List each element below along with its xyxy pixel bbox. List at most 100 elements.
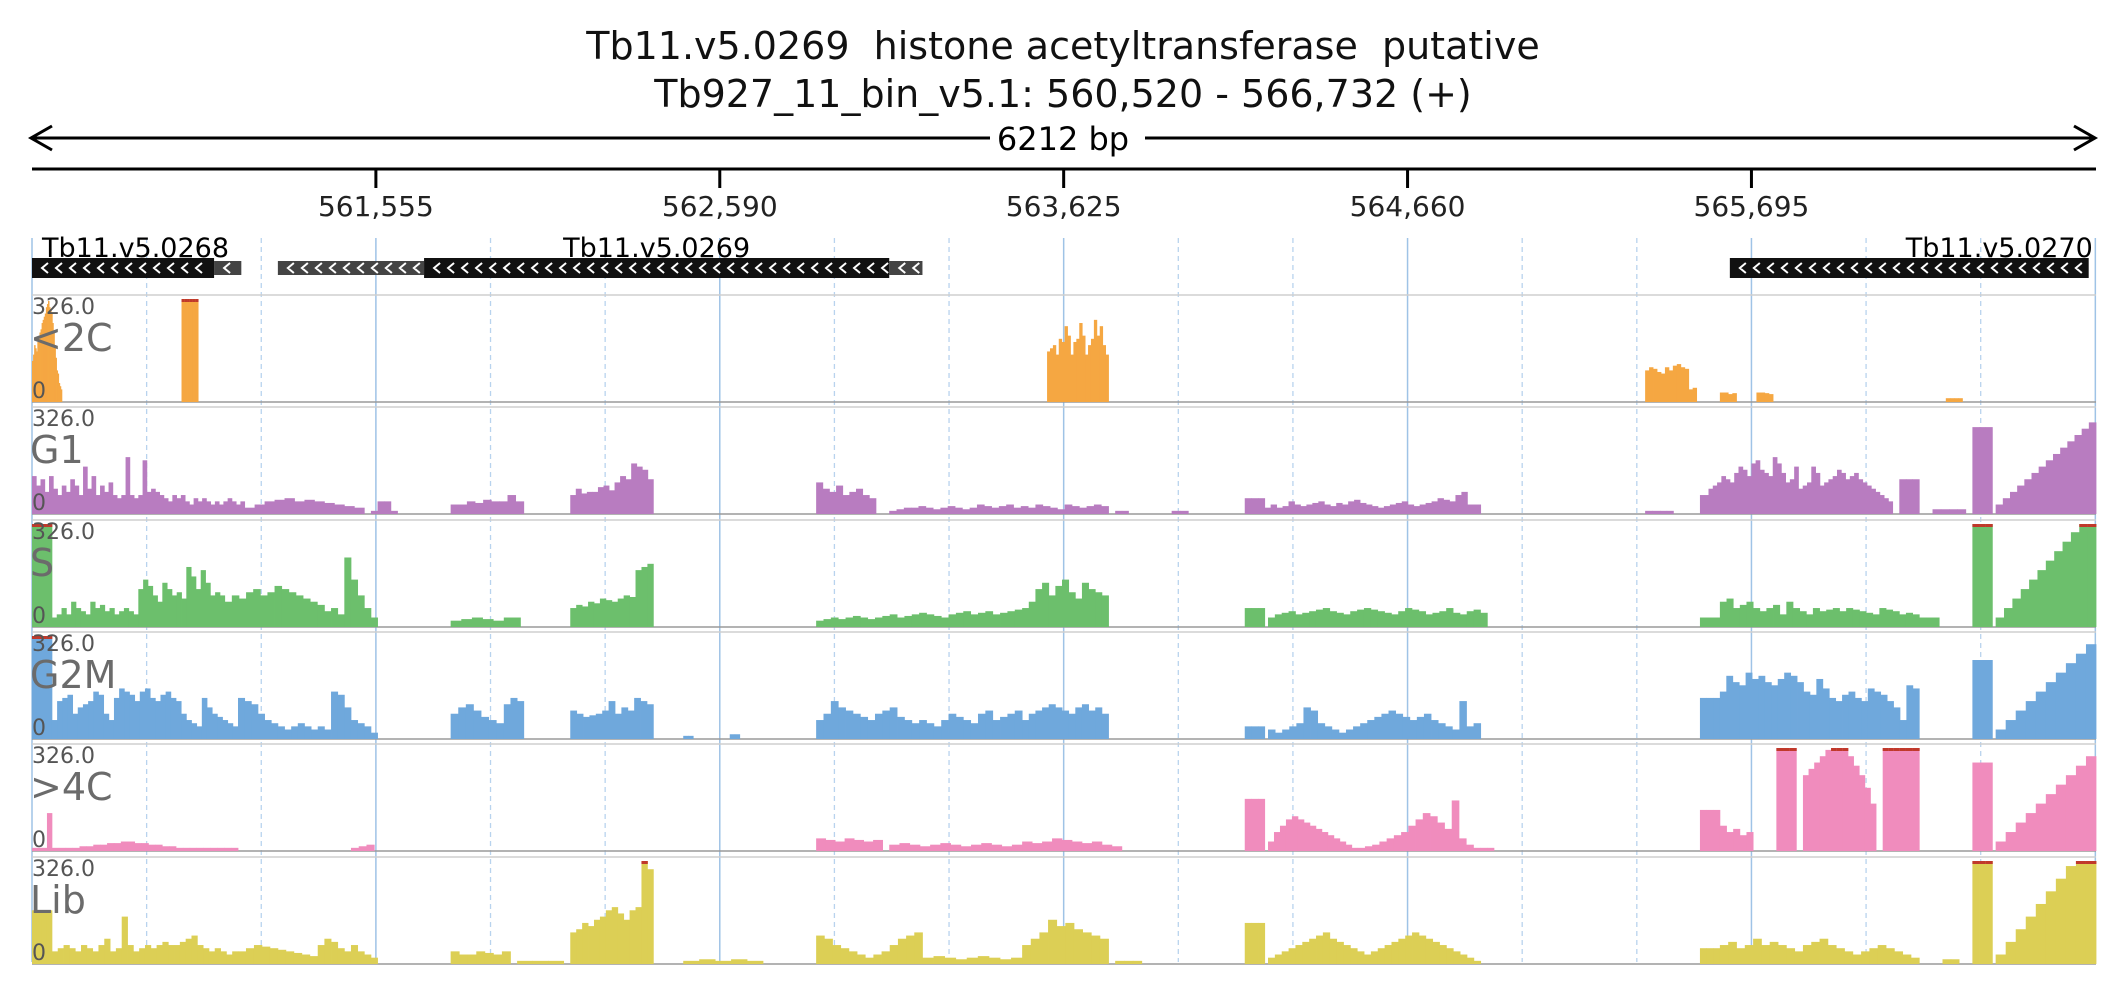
coverage-bar	[941, 720, 949, 739]
coverage-bar	[593, 603, 601, 627]
coverage-bar	[991, 844, 1003, 851]
coverage-bar	[1264, 507, 1272, 514]
coverage-bar	[1425, 938, 1434, 964]
clipped-marker	[1979, 861, 1987, 864]
coverage-bar	[1451, 800, 1460, 851]
coverage-bar	[1949, 509, 1958, 514]
coverage-bar	[922, 957, 934, 964]
coverage-bar	[715, 960, 732, 964]
coverage-bar	[1657, 371, 1662, 402]
coverage-bar	[114, 614, 120, 627]
coverage-bar	[93, 844, 101, 851]
coverage-bar	[129, 694, 136, 739]
coverage-bar	[1115, 960, 1125, 964]
coverage-bar	[1370, 609, 1379, 627]
coverage-bar	[1794, 951, 1804, 964]
coverage-bar	[210, 595, 216, 627]
coverage-bar	[284, 498, 295, 514]
coverage-bar	[1439, 945, 1447, 964]
coverage-bar	[1315, 609, 1324, 627]
coverage-bar	[337, 694, 345, 739]
coverage-bar	[1393, 835, 1402, 851]
coverage-bar	[284, 729, 292, 739]
coverage-bar	[1859, 775, 1866, 851]
clipped-marker	[1972, 524, 1980, 527]
coverage-bar	[215, 592, 221, 627]
coverage-bar	[2031, 472, 2040, 514]
coverage-bar	[1324, 504, 1331, 514]
x-tick-label: 561,555	[318, 190, 434, 223]
coverage-bar	[1852, 954, 1862, 964]
coverage-bar	[138, 495, 143, 514]
coverage-bar	[1431, 501, 1438, 514]
coverage-bar	[586, 491, 593, 514]
coverage-bar	[1055, 354, 1060, 402]
clipped-marker	[1905, 748, 1913, 751]
coverage-bar	[181, 299, 185, 402]
coverage-bar	[1726, 675, 1734, 739]
clipped-marker	[1985, 524, 1993, 527]
coverage-bar	[66, 614, 72, 627]
coverage-bar	[1035, 589, 1043, 627]
coverage-bar	[95, 495, 101, 514]
coverage-bar	[1798, 488, 1804, 514]
coverage-bar	[350, 579, 359, 627]
coverage-bar	[1906, 685, 1914, 739]
coverage-bar	[515, 501, 525, 514]
coverage-bar	[1789, 748, 1797, 851]
coverage-bar	[49, 476, 54, 514]
coverage-bar	[36, 910, 43, 964]
coverage-bar	[310, 601, 318, 627]
coverage-bar	[56, 614, 62, 627]
coverage-bar	[304, 726, 312, 739]
coverage-bar	[1905, 748, 1913, 851]
coverage-bar	[208, 951, 216, 964]
coverage-bar	[1824, 482, 1829, 514]
coverage-track: 326.0 0 Lib	[30, 856, 2097, 966]
coverage-bar	[856, 488, 864, 514]
coverage-bar	[78, 495, 84, 514]
coverage-bar	[246, 592, 254, 627]
coverage-bar	[1099, 326, 1104, 402]
coverage-bar	[2045, 460, 2054, 514]
coverage-bar	[1268, 957, 1276, 964]
coverage-bar	[1972, 861, 1980, 964]
coverage-bar	[548, 960, 565, 964]
coverage-bar	[1879, 608, 1887, 627]
coverage-bar	[860, 716, 869, 739]
coverage-bar	[2062, 541, 2072, 627]
coverage-bar	[940, 507, 949, 514]
coverage-bar	[1786, 948, 1796, 964]
coverage-bar	[503, 617, 513, 627]
coverage-bar	[121, 916, 128, 964]
coverage-bar	[70, 479, 75, 514]
coverage-bar	[1842, 748, 1849, 851]
coverage-bar	[970, 723, 979, 739]
coverage-bar	[2054, 551, 2063, 627]
coverage-bar	[1744, 945, 1754, 964]
coverage-bar	[1052, 838, 1063, 851]
coverage-bar	[41, 524, 48, 627]
clipped-marker	[1836, 748, 1843, 751]
coverage-bar	[1244, 498, 1252, 514]
coverage-bar	[493, 620, 505, 627]
coverage-bar	[1011, 957, 1023, 964]
clipped-marker	[1985, 861, 1993, 864]
coverage-bar	[2024, 479, 2032, 514]
coverage-bar	[734, 734, 741, 739]
coverage-bar	[1771, 685, 1779, 739]
coverage-bar	[2002, 498, 2011, 514]
coverage-bar	[532, 960, 549, 964]
coverage-bar	[281, 589, 290, 627]
clipped-marker	[1972, 861, 1980, 864]
coverage-bar	[1794, 466, 1799, 514]
coverage-bar	[1789, 479, 1795, 514]
coverage-bar	[1042, 582, 1050, 627]
coverage-bar	[629, 596, 636, 627]
coverage-bar	[985, 611, 994, 627]
coverage-bar	[324, 729, 332, 739]
coverage-bar	[191, 935, 198, 964]
coverage-bar	[1684, 368, 1690, 402]
coverage-bar	[58, 847, 67, 851]
coverage-bar	[614, 482, 621, 514]
